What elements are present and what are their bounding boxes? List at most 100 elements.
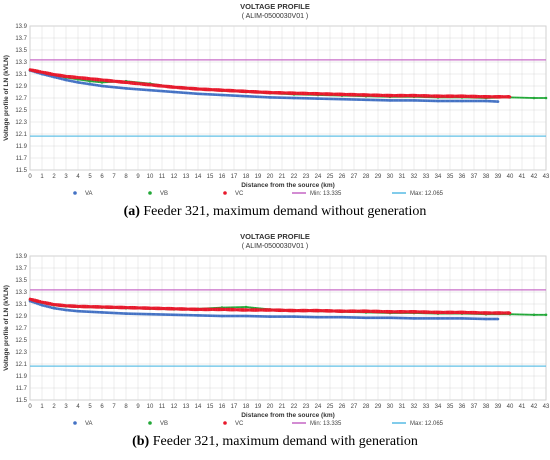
data-point-vb [536, 97, 539, 99]
data-point-va [334, 97, 337, 101]
data-point-vc [391, 310, 394, 314]
data-point-va [158, 89, 161, 93]
data-point-vc [452, 310, 455, 315]
data-point-vc [242, 89, 245, 94]
data-point-va [427, 99, 430, 103]
data-point-va [229, 94, 231, 97]
data-point-vc [79, 304, 82, 309]
data-point-vc [470, 310, 473, 315]
x-tick-label: 24 [315, 404, 322, 410]
data-point-vc [136, 81, 139, 86]
caption-b-tag: (b) [132, 434, 150, 449]
data-point-vc [235, 89, 238, 93]
x-tick-label: 27 [351, 404, 358, 410]
data-point-va [329, 97, 332, 101]
data-point-vc [306, 91, 309, 96]
data-point-vb [517, 313, 520, 316]
data-point-vc [334, 309, 337, 313]
data-point-vc [240, 89, 243, 93]
data-point-va [309, 315, 312, 319]
data-point-vb [79, 78, 82, 81]
data-point-vc [62, 303, 65, 308]
data-point-vc [334, 92, 337, 96]
data-point-va [428, 317, 431, 320]
x-tick-label: 38 [483, 404, 490, 410]
data-point-va [94, 310, 97, 314]
data-point-vc [407, 310, 409, 314]
data-point-va [331, 315, 334, 319]
data-point-vc [380, 93, 383, 97]
data-point-va [388, 316, 392, 320]
data-point-vc [388, 310, 392, 314]
data-point-va [344, 315, 347, 319]
y-tick-label: 12.1 [15, 362, 27, 368]
data-point-vc [50, 302, 53, 306]
data-point-vc [420, 94, 423, 98]
data-point-vc [307, 309, 310, 313]
data-point-va [69, 79, 72, 83]
data-point-vc [195, 87, 198, 91]
data-point-vb [539, 313, 542, 316]
x-tick-label: 42 [531, 174, 538, 180]
data-point-va [155, 313, 157, 316]
data-point-va [321, 315, 324, 319]
x-tick-label: 7 [112, 174, 116, 180]
data-point-vc [428, 94, 431, 98]
x-tick-label: 10 [147, 404, 154, 410]
x-tick-label: 33 [423, 174, 430, 180]
data-point-va [183, 313, 186, 317]
x-tick-label: 43 [543, 404, 550, 410]
data-point-vb [237, 306, 240, 309]
x-tick-label: 39 [495, 404, 502, 410]
data-point-va [348, 316, 351, 319]
data-point-va [316, 97, 320, 100]
data-point-vc [504, 311, 507, 315]
y-tick-label: 11.5 [16, 168, 28, 174]
data-point-va [227, 314, 230, 318]
data-point-va [286, 96, 288, 100]
series-va [28, 69, 500, 103]
data-point-va [145, 88, 147, 92]
data-point-va [373, 98, 376, 102]
data-point-vc [417, 310, 419, 314]
data-point-va [160, 313, 162, 316]
data-point-va [351, 316, 354, 319]
data-point-va [138, 312, 141, 316]
data-point-va [124, 312, 128, 315]
data-point-vc [311, 91, 314, 96]
x-tick-label: 25 [327, 174, 334, 180]
data-point-va [106, 311, 109, 314]
data-point-va [442, 317, 445, 320]
data-point-vb [97, 81, 100, 83]
data-point-vc [81, 304, 83, 309]
data-point-vc [180, 85, 183, 90]
data-point-va [301, 96, 304, 100]
data-point-va [358, 98, 361, 101]
data-point-va [469, 99, 472, 103]
x-tick-label: 7 [112, 404, 116, 410]
data-point-vc [176, 85, 179, 90]
data-point-va [39, 303, 41, 306]
data-point-vc [309, 92, 312, 96]
data-point-va [333, 97, 335, 101]
data-point-va [398, 99, 401, 102]
data-point-va [62, 308, 65, 311]
data-point-va [195, 92, 198, 95]
data-point-vc [395, 93, 398, 98]
data-point-vc [108, 305, 110, 309]
data-point-vc [427, 94, 430, 98]
data-point-va [108, 311, 110, 315]
data-point-va [472, 99, 475, 103]
data-point-va [205, 92, 208, 96]
data-point-va [207, 93, 209, 96]
data-point-va [61, 77, 63, 81]
data-point-va [464, 317, 467, 320]
data-point-va [375, 316, 377, 320]
data-point-vc [239, 308, 241, 312]
data-point-vb [230, 306, 233, 309]
data-point-va [196, 314, 200, 317]
data-point-va [158, 313, 161, 316]
data-point-vc [151, 83, 154, 87]
data-point-vc [449, 94, 451, 98]
data-point-vc [262, 308, 265, 312]
